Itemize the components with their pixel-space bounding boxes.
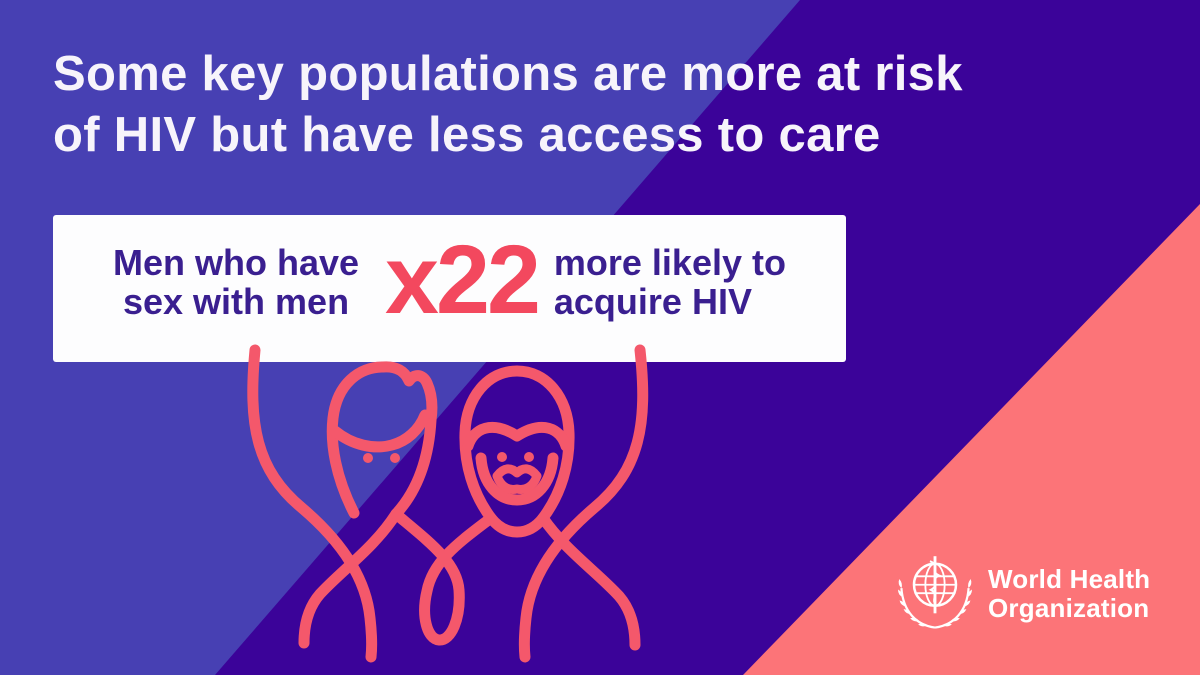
who-logo-text: World Health Organization xyxy=(988,565,1150,623)
headline-line2: of HIV but have less access to care xyxy=(53,108,881,162)
outcome-line1: more likely to xyxy=(553,242,786,283)
page-title: Some key populations are more at risk of… xyxy=(53,44,963,166)
who-logo-line1: World Health xyxy=(988,564,1151,594)
pink-corner-triangle xyxy=(743,204,1200,675)
population-group-label: Men who have sex with men xyxy=(113,243,359,321)
headline-line1: Some key populations are more at risk xyxy=(53,47,963,101)
group-line2: sex with men xyxy=(122,281,350,322)
multiplier-value: x22 xyxy=(385,224,541,334)
who-logo: World Health Organization xyxy=(893,549,1150,639)
stat-card: Men who have sex with men x22 more likel… xyxy=(53,215,846,362)
serpent xyxy=(928,560,942,605)
who-logo-line2: Organization xyxy=(988,593,1150,623)
group-line1: Men who have xyxy=(113,242,360,283)
outcome-line2: acquire HIV xyxy=(553,281,752,322)
risk-outcome-label: more likely to acquire HIV xyxy=(554,243,786,321)
who-emblem-icon xyxy=(897,556,973,629)
